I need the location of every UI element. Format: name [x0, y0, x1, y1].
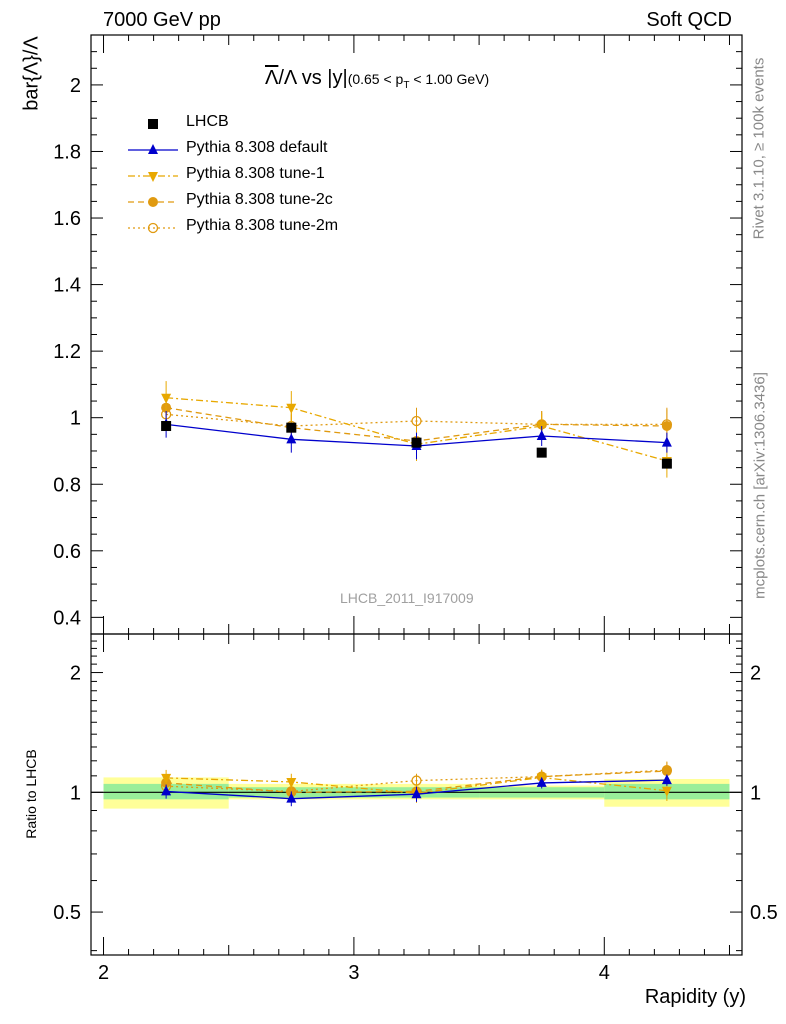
- y-tick-label: 1: [70, 408, 81, 430]
- title-overline-symbol: Λ: [265, 67, 279, 89]
- axis-ticks: [91, 34, 742, 955]
- series-1-ratio-point: [411, 788, 422, 799]
- ratio-y-tick-label: 2: [70, 663, 81, 685]
- ratio-y-tick-label-right: 0.5: [750, 902, 778, 924]
- y-tick-label: 0.4: [53, 607, 81, 629]
- title-range: (0.65 < pT < 1.00 GeV): [347, 71, 490, 91]
- series-1-ratio-point: [536, 776, 547, 787]
- legend-marker: [148, 172, 158, 182]
- y-axis-label: bar{Λ}/Λ: [20, 36, 43, 111]
- series-2-ratio-point: [161, 773, 172, 784]
- series-2-ratio-point: [661, 786, 672, 797]
- legend-label: Pythia 8.308 tune-2c: [186, 191, 333, 208]
- series-1-point: [286, 433, 297, 444]
- x-tick-label: 3: [348, 962, 359, 984]
- series-0-point: [661, 458, 672, 469]
- ratio-y-axis-label: Ratio to LHCB: [23, 749, 39, 839]
- series-0-point: [411, 437, 422, 448]
- legend-marker: [148, 144, 158, 154]
- x-tick-label: 2: [98, 962, 109, 984]
- legend-marker: [148, 119, 158, 129]
- y-tick-label: 1.2: [53, 341, 81, 363]
- series-3-ratio-point: [661, 766, 672, 777]
- series-0-point: [536, 447, 547, 458]
- legend-label: LHCB: [186, 113, 229, 130]
- legend-swatch: [148, 119, 158, 129]
- ratio-y-tick-label-right: 2: [750, 663, 761, 685]
- title-rest: /Λ vs |y|: [278, 67, 348, 89]
- series-4-point: [411, 415, 422, 427]
- y-tick-label: 0.6: [53, 541, 81, 563]
- main-panel-series: [160, 381, 673, 478]
- series-2-ratio-point: [286, 777, 297, 788]
- series-2-point: [286, 403, 297, 414]
- legend-swatch: [128, 172, 178, 182]
- legend-swatch: [128, 222, 178, 234]
- series-2-point: [161, 393, 172, 404]
- ratio-panel-series: [160, 761, 673, 807]
- series-1-point: [661, 436, 672, 447]
- legend-marker: [147, 222, 159, 234]
- legend-label: Pythia 8.308 tune-2m: [186, 217, 339, 234]
- header-right-label: Soft QCD: [646, 9, 732, 31]
- plot-title: Λ/Λ vs |y|(0.65 < pT < 1.00 GeV): [265, 67, 489, 91]
- ratio-y-tick-label-right: 1: [750, 782, 761, 804]
- ratio-y-tick-label: 0.5: [53, 902, 81, 924]
- header-left-label: 7000 GeV pp: [103, 9, 221, 31]
- y-tick-label: 2: [70, 75, 81, 97]
- legend-marker: [148, 197, 158, 207]
- analysis-watermark: LHCB_2011_I917009: [340, 590, 474, 606]
- series-1-point: [536, 429, 547, 440]
- y-tick-label: 1.8: [53, 141, 81, 163]
- mcplots-reference-label: mcplots.cern.ch [arXiv:1306.3436]: [751, 372, 769, 599]
- ratio-y-tick-label: 1: [70, 782, 81, 804]
- rivet-version-label: Rivet 3.1.10, ≥ 100k events: [750, 57, 768, 240]
- x-tick-label: 4: [599, 962, 610, 984]
- y-tick-label: 1.4: [53, 275, 81, 297]
- ratio-panel-frame: [90, 633, 743, 956]
- y-tick-label: 0.8: [53, 474, 81, 496]
- axis-tick-labels: 0.4 0.6 0.8 1 1.2 1.4 1.6 1.8 2 2 3 4 0.5 0.5 1 1 2 2: [53, 75, 778, 984]
- series-1-ratio-point: [161, 785, 172, 796]
- legend-label: Pythia 8.308 tune-1: [186, 165, 325, 182]
- series-0-point: [161, 421, 172, 432]
- x-axis-label: Rapidity (y): [644, 986, 746, 1008]
- legend-swatch: [128, 144, 178, 154]
- legend-swatch: [128, 197, 178, 207]
- series-1-ratio-point: [661, 774, 672, 785]
- legend-label: Pythia 8.308 default: [186, 139, 328, 156]
- series-3-point: [661, 421, 672, 432]
- series-0-point: [286, 422, 297, 433]
- y-tick-label: 1.6: [53, 208, 81, 230]
- series-1-ratio-point: [286, 792, 297, 803]
